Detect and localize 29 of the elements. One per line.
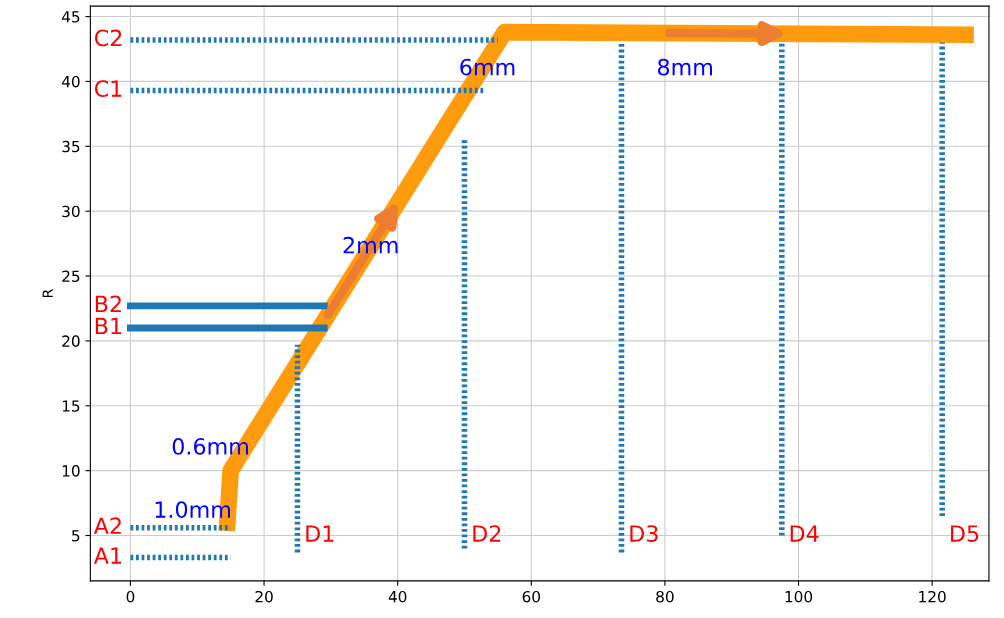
y-tick-label: 35	[62, 140, 80, 153]
y-axis-title: R	[42, 289, 53, 298]
series-label: D5	[951, 525, 979, 542]
series-label: C2	[94, 29, 122, 47]
y-tick-label: 20	[62, 335, 80, 347]
series-label: A1	[93, 547, 121, 564]
x-tick-label: 100	[785, 590, 813, 603]
series-label: D2	[473, 525, 501, 542]
annotation: 8mm	[657, 58, 713, 76]
x-tick-label: 60	[522, 590, 540, 603]
series-label: D3	[630, 525, 658, 542]
x-tick-label: 120	[919, 590, 946, 603]
y-tick-label: 45	[61, 11, 80, 23]
series-label: B1	[95, 317, 122, 335]
x-tick-label: 80	[656, 590, 674, 603]
series-label: B2	[95, 295, 121, 313]
x-tick-label: 20	[255, 590, 273, 603]
series-label: D1	[306, 525, 334, 542]
y-tick-label: 5	[72, 530, 80, 542]
series-label: A2	[93, 517, 121, 534]
series-label: C1	[94, 80, 122, 97]
y-tick-label: 40	[61, 75, 80, 88]
series-label: D4	[790, 525, 819, 542]
x-tick-label: 40	[388, 590, 407, 603]
y-tick-label: 15	[62, 400, 80, 412]
x-tick-label: 0	[126, 590, 135, 603]
y-tick-label: 25	[62, 270, 80, 283]
y-tick-label: 10	[62, 465, 80, 477]
y-tick-label: 30	[62, 205, 80, 218]
